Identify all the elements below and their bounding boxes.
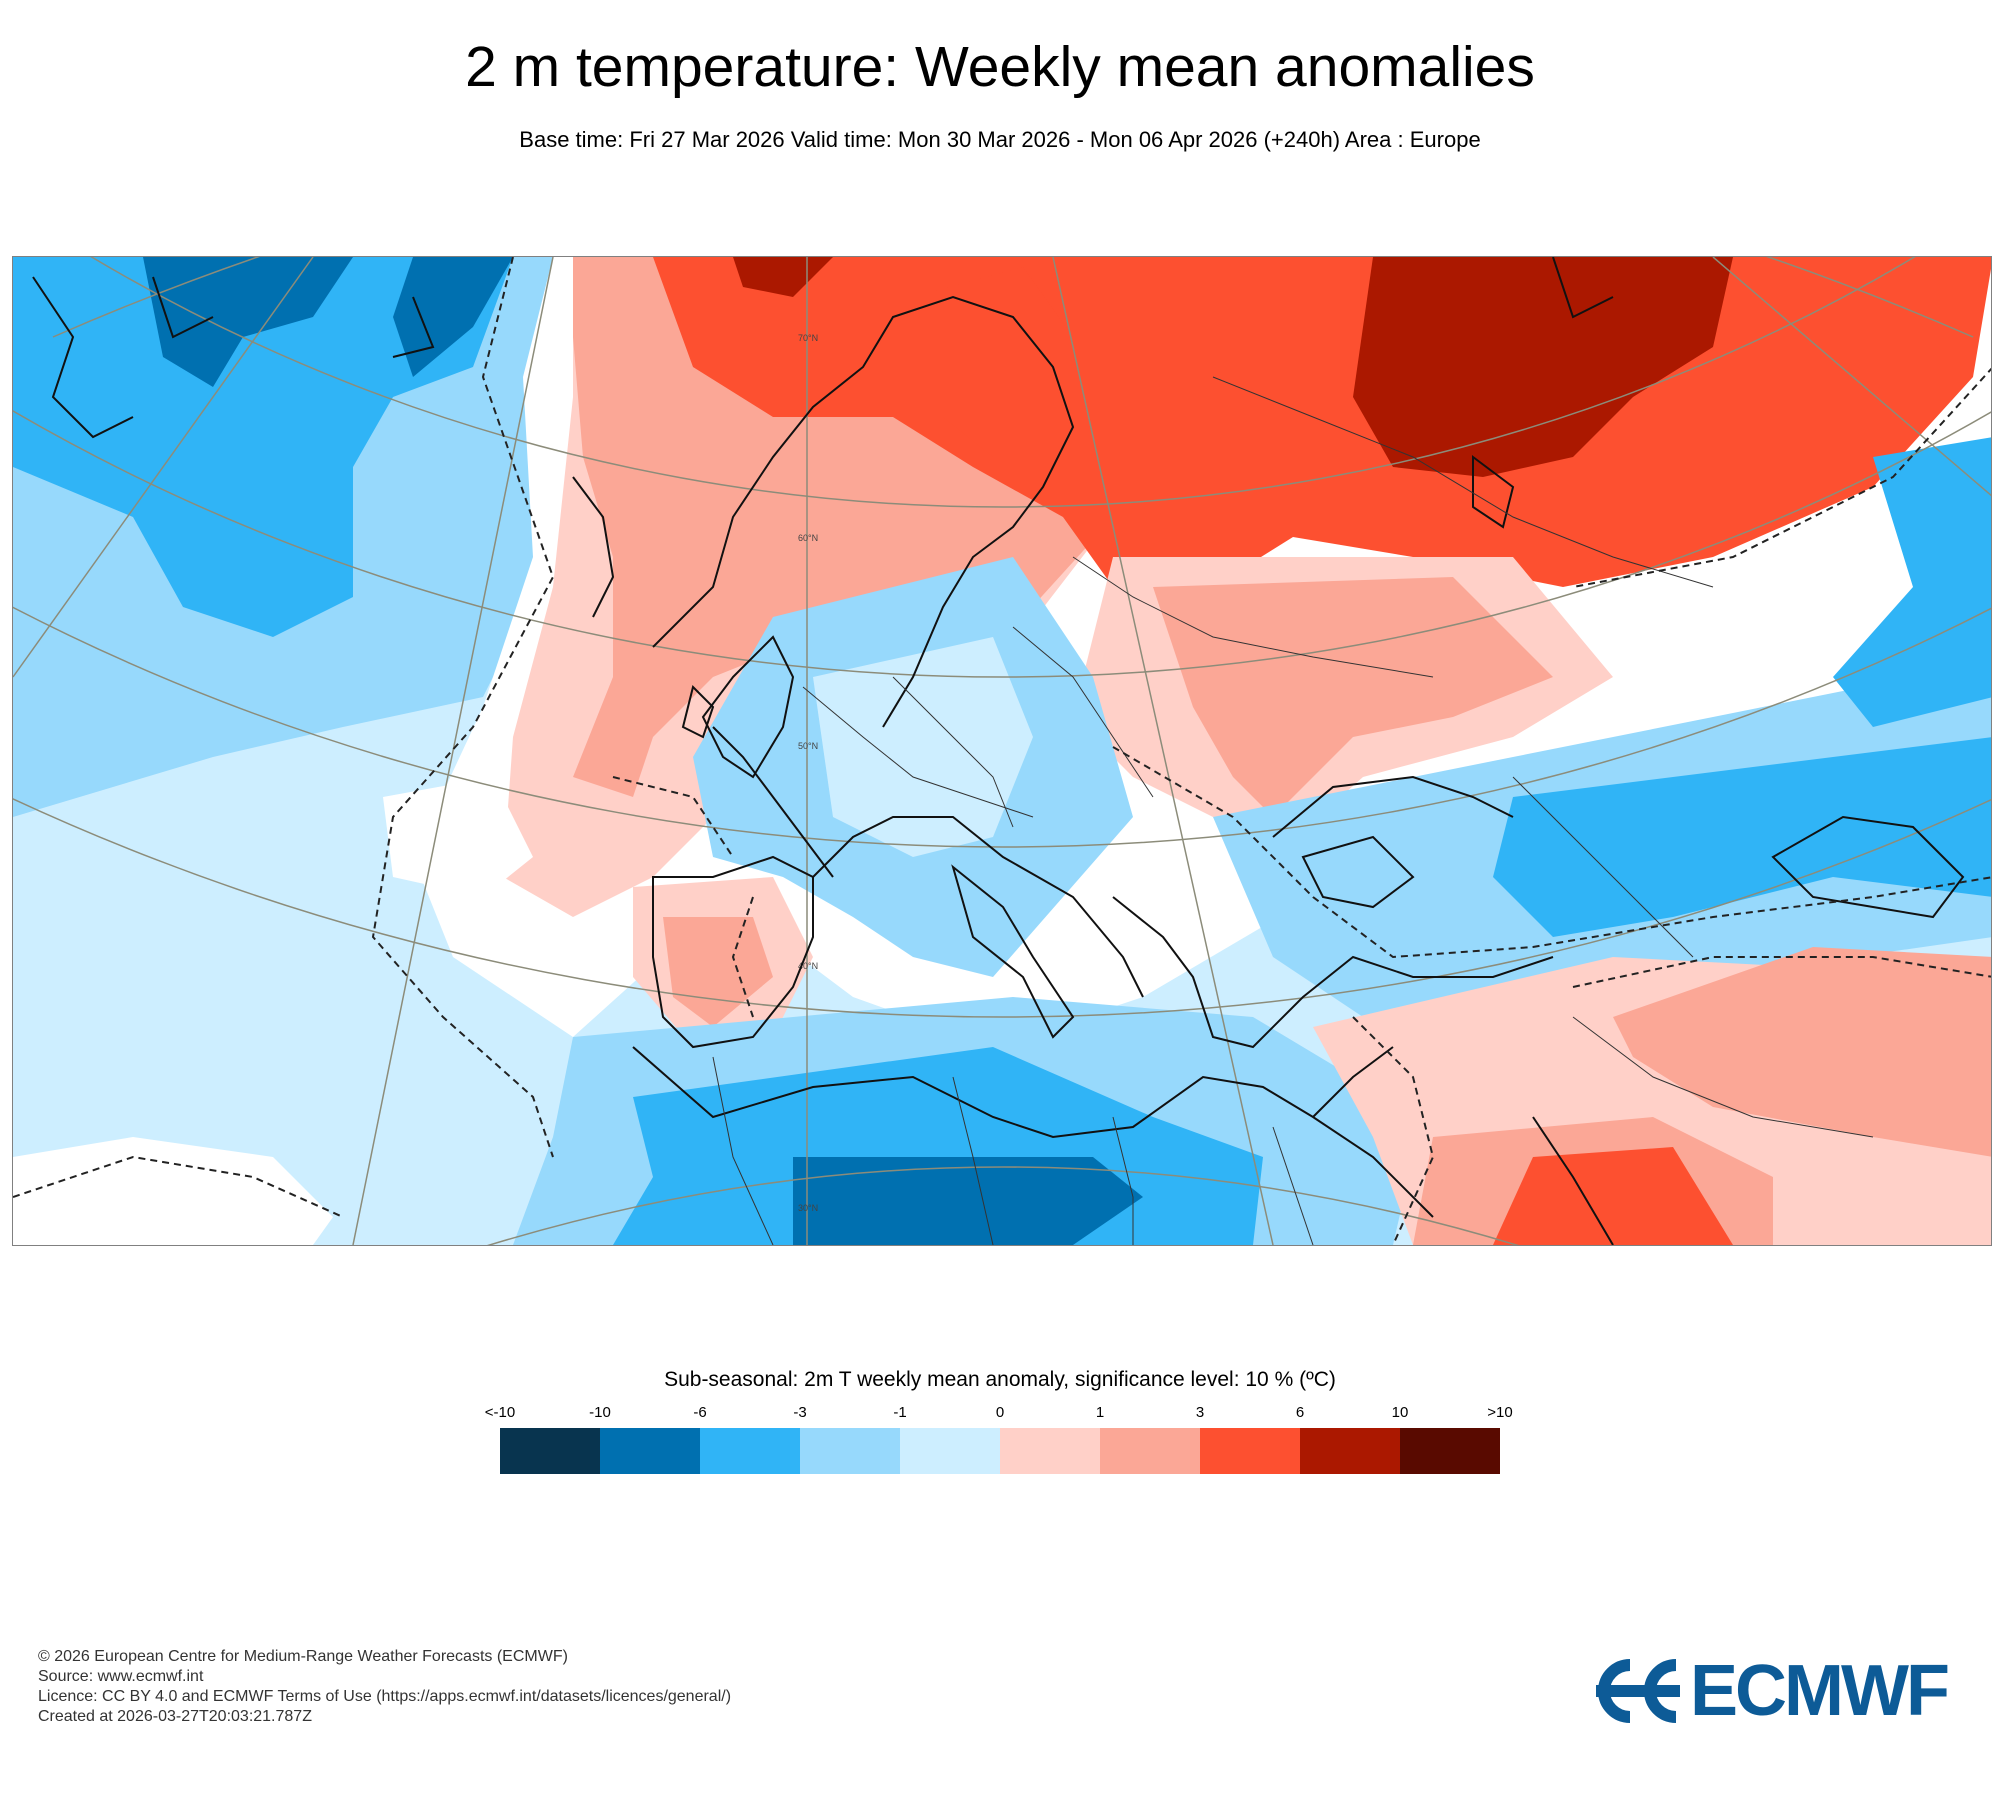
legend-tick-label: 1 — [1095, 1404, 1105, 1421]
ecmwf-logo-icon — [1596, 1659, 1680, 1723]
legend-tick-label: -6 — [693, 1404, 707, 1421]
legend-colorbar — [500, 1428, 1500, 1474]
anomaly-region-nafrica-dark — [793, 1157, 1143, 1245]
lat-label-50: 50°N — [798, 741, 818, 751]
legend-tick-label: 6 — [1295, 1404, 1305, 1421]
coastlines — [32, 257, 1965, 1245]
lat-label-70: 70°N — [798, 333, 818, 343]
neutral-region-azores — [383, 777, 533, 897]
anomaly-region-darkred-small — [733, 257, 833, 297]
legend-swatch-1 — [600, 1428, 700, 1474]
footer-created: Created at 2026-03-27T20:03:21.787Z — [38, 1708, 312, 1725]
anomaly-region-iberia-salmon — [663, 917, 773, 1027]
graticule — [13, 257, 1991, 1245]
legend-swatch-6 — [1100, 1428, 1200, 1474]
legend-swatch-3 — [800, 1428, 900, 1474]
anomaly-region-salmon-east — [1153, 577, 1553, 817]
legend-tick-label: <-10 — [484, 1404, 516, 1421]
anomaly-region-arabia-red — [1493, 1147, 1733, 1245]
footer-credits: © 2026 European Centre for Medium-Range … — [38, 1647, 731, 1727]
chart-subtitle: Base time: Fri 27 Mar 2026 Valid time: M… — [519, 127, 1481, 152]
anomaly-region-central-europe-light — [813, 637, 1033, 857]
country-borders — [712, 376, 1874, 1245]
legend-title: Sub-seasonal: 2m T weekly mean anomaly, … — [664, 1368, 1336, 1391]
anomaly-region-mideast-salmon — [1613, 947, 1991, 1157]
legend-tick-label: 0 — [995, 1404, 1005, 1421]
footer-copyright: © 2026 European Centre for Medium-Range … — [38, 1648, 568, 1665]
legend-tick-label: >10 — [1487, 1404, 1513, 1421]
anomaly-region-siberia-blue — [1833, 437, 1991, 727]
legend-tick-labels: <-10 -10 -6 -3 -1 0 1 3 6 10 >10 — [485, 1404, 1513, 1424]
significance-contours — [13, 257, 1991, 1245]
anomaly-region-greenland-east — [393, 257, 513, 377]
legend-swatch-7 — [1200, 1428, 1300, 1474]
legend-swatch-2 — [700, 1428, 800, 1474]
anomaly-map: 70°N 60°N 50°N 40°N 30°N — [12, 256, 1992, 1246]
lat-label-30: 30°N — [798, 1203, 818, 1213]
footer-licence: Licence: CC BY 4.0 and ECMWF Terms of Us… — [38, 1688, 732, 1705]
legend-swatch-0 — [500, 1428, 600, 1474]
legend-tick-label: -3 — [793, 1404, 807, 1421]
legend-swatch-4 — [900, 1428, 1000, 1474]
anomaly-region-caspian-blue — [1493, 737, 1991, 937]
lat-label-40: 40°N — [798, 961, 818, 971]
legend-swatch-5 — [1000, 1428, 1100, 1474]
legend-tick-label: -1 — [893, 1404, 907, 1421]
legend-swatch-9 — [1400, 1428, 1500, 1474]
ecmwf-logo: ECMWF — [1590, 1655, 1970, 1727]
legend-swatch-8 — [1300, 1428, 1400, 1474]
lat-label-60: 60°N — [798, 533, 818, 543]
legend-tick-label: -10 — [589, 1404, 611, 1421]
anomaly-region-darkred — [1353, 257, 1733, 477]
anomaly-region-atlantic-blue — [13, 257, 513, 637]
ecmwf-logo-text: ECMWF — [1690, 1651, 1950, 1731]
neutral-region-sw — [13, 1137, 333, 1245]
chart-title: 2 m temperature: Weekly mean anomalies — [465, 35, 1535, 99]
legend-tick-label: 10 — [1391, 1404, 1409, 1421]
anomaly-region-red-scand — [913, 267, 1073, 457]
footer-source: Source: www.ecmwf.int — [38, 1668, 204, 1685]
legend-tick-label: 3 — [1195, 1404, 1205, 1421]
anomaly-region-greenland — [143, 257, 353, 387]
